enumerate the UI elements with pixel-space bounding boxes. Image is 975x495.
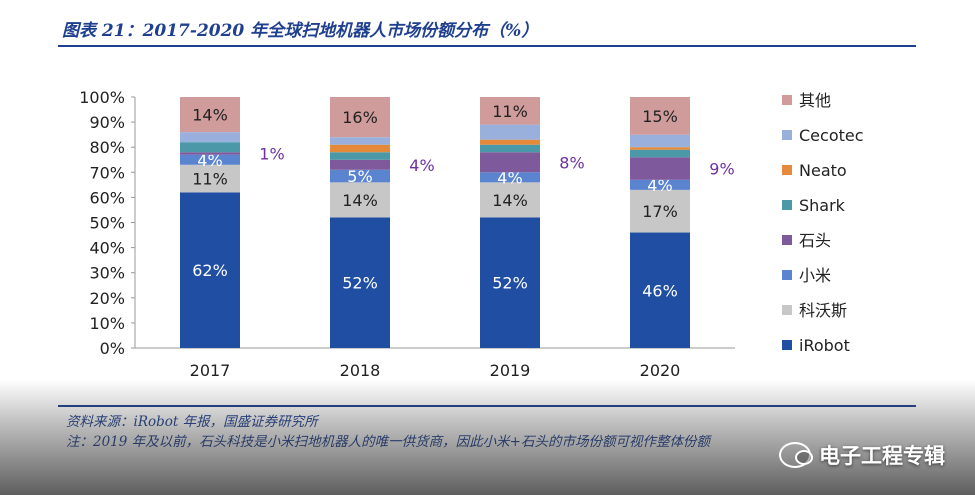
data-label: 46% [642, 281, 678, 300]
bar-segment [630, 147, 690, 150]
y-tick-label: 60% [89, 188, 125, 207]
bar-segment [180, 97, 240, 133]
wechat-icon [779, 442, 813, 468]
legend-swatch [782, 130, 792, 140]
legend-swatch [782, 200, 792, 210]
data-label: 5% [347, 167, 372, 186]
bar-segment [630, 179, 690, 190]
watermark-text: 电子工程专辑 [819, 444, 945, 468]
bar-segment [480, 182, 540, 218]
y-tick-label: 0% [100, 339, 125, 358]
bar-segment [180, 132, 240, 143]
data-label: 52% [342, 274, 378, 293]
data-label: 52% [492, 274, 528, 293]
x-tick-label: 2019 [490, 361, 531, 380]
legend-label: Cecotec [799, 126, 864, 145]
stacked-bar-chart: 0%10%20%30%40%50%60%70%80%90%100%62%11%4… [79, 88, 864, 380]
y-tick-label: 100% [79, 88, 125, 107]
watermark: 电子工程专辑 [779, 440, 945, 470]
legend-label: 石头 [799, 231, 831, 250]
data-label: 14% [342, 191, 378, 210]
bar-segment [630, 97, 690, 135]
x-tick-label: 2020 [640, 361, 681, 380]
bar-segment [630, 149, 690, 158]
bar-segment [630, 232, 690, 348]
data-label: 16% [342, 108, 378, 127]
data-label: 4% [409, 156, 434, 175]
bar-segment [330, 182, 390, 218]
bar-segment [630, 134, 690, 148]
bar-segment [330, 137, 390, 145]
bar-segment [180, 152, 240, 155]
data-label: 4% [647, 176, 672, 195]
chart-title: 图表 21：2017-2020 年全球扫地机器人市场份额分布（%） [62, 21, 539, 41]
data-label: 17% [642, 202, 678, 221]
y-tick-label: 80% [89, 138, 125, 157]
bar-segment [330, 169, 390, 183]
data-label: 11% [492, 102, 528, 121]
y-tick-label: 50% [89, 214, 125, 233]
data-label: 4% [197, 151, 222, 170]
bar-segment [630, 189, 690, 233]
bar-segment [630, 157, 690, 180]
y-tick-label: 40% [89, 239, 125, 258]
legend-swatch [782, 95, 792, 105]
y-tick-label: 10% [89, 314, 125, 333]
legend-swatch [782, 340, 792, 350]
legend-swatch [782, 270, 792, 280]
bar-segment [330, 152, 390, 160]
data-label: 62% [192, 261, 228, 280]
legend-label: 科沃斯 [799, 301, 847, 320]
bar-segment [480, 124, 540, 140]
legend-swatch [782, 305, 792, 315]
data-label: 15% [642, 107, 678, 126]
data-label: 8% [559, 153, 584, 172]
bar-segment [480, 97, 540, 125]
bar-segment [180, 192, 240, 348]
legend-label: iRobot [799, 336, 850, 355]
data-label: 14% [492, 191, 528, 210]
footnote: 注：2019 年及以前，石头科技是小米扫地机器人的唯一供货商，因此小米+石头的市… [66, 434, 710, 450]
source-note: 资料来源：iRobot 年报，国盛证券研究所 [66, 414, 318, 430]
bar-segment [330, 217, 390, 348]
bar-segment [330, 97, 390, 138]
title-divider [58, 45, 916, 47]
bar-segment [330, 159, 390, 170]
bar-segment [480, 217, 540, 348]
y-tick-label: 70% [89, 163, 125, 182]
y-tick-label: 30% [89, 264, 125, 283]
bar-segment [480, 144, 540, 153]
bar-segment [180, 154, 240, 165]
bar-segment [330, 144, 390, 153]
legend-swatch [782, 235, 792, 245]
bar-segment [180, 164, 240, 193]
bar-segment [480, 152, 540, 173]
legend-label: Neato [799, 161, 847, 180]
data-label: 11% [192, 170, 228, 189]
bar-segment [480, 172, 540, 183]
y-tick-label: 90% [89, 113, 125, 132]
footer-divider [58, 405, 916, 407]
x-tick-label: 2017 [190, 361, 231, 380]
legend-swatch [782, 165, 792, 175]
data-label: 1% [259, 144, 284, 163]
bar-segment [480, 139, 540, 145]
data-label: 4% [497, 168, 522, 187]
legend-label: 小米 [799, 266, 831, 285]
legend-label: 其他 [799, 91, 831, 110]
bar-segment [180, 142, 240, 153]
y-tick-label: 20% [89, 289, 125, 308]
legend-label: Shark [799, 196, 846, 215]
data-label: 9% [709, 160, 734, 179]
x-tick-label: 2018 [340, 361, 381, 380]
data-label: 14% [192, 106, 228, 125]
